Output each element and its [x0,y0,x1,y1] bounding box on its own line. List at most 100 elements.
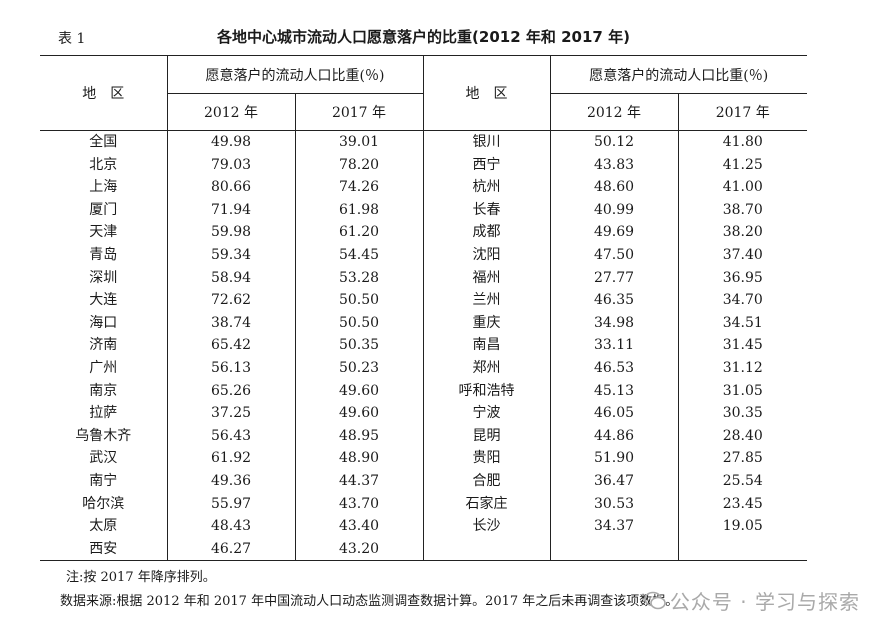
value-2017-cell: 50.35 [295,334,424,357]
table-number: 表 1 [58,31,86,47]
value-2012-cell: 47.50 [550,243,679,267]
value-2012-cell: 59.34 [167,243,296,267]
region-cell: 北京 [40,153,168,177]
value-2017-cell: 31.45 [722,337,763,354]
table-row: 全国 49.98 39.01 银川 50.12 41.80 [40,130,807,154]
watermark-text: 公众号 · 学习与探索 [669,590,860,614]
table-row: 天津 59.98 61.20 成都 49.69 38.20 [40,221,807,244]
value-2017-cell: 49.60 [295,379,424,403]
value-2017-cell: 48.90 [295,447,424,470]
region-header-left: 地 区 [40,55,168,131]
value-2012-cell: 34.98 [550,311,679,335]
wechat-icon [644,591,666,616]
table-row: 拉萨 37.25 49.60 宁波 46.05 30.35 [40,402,807,425]
value-2012-cell: 34.37 [550,515,679,538]
value-2012-cell: 43.83 [550,153,679,177]
table-row: 武汉 61.92 48.90 贵阳 51.90 27.85 [40,447,807,470]
region-cell: 青岛 [40,243,168,267]
value-2012-cell: 56.13 [167,356,296,380]
table-row: 青岛 59.34 54.45 沈阳 47.50 37.40 [40,243,807,267]
value-2017-cell [678,537,807,562]
value-2017-cell: 49.60 [295,402,424,425]
region-cell: 沈阳 [423,243,551,267]
value-2012-cell: 72.62 [167,289,296,312]
table-row: 北京 79.03 78.20 西宁 43.83 41.25 [40,153,807,177]
value-2017-cell: 39.01 [295,130,424,154]
value-2012-cell: 46.27 [167,537,296,562]
region-cell: 昆明 [423,424,551,448]
year-2012-header-left: 2012 年 [167,93,296,131]
table-notes: 注:按 2017 年降序排列。 数据来源:根据 2012 年和 2017 年中国… [60,566,678,614]
value-2017-cell: 61.98 [295,198,424,222]
value-2017-cell: 23.45 [722,495,763,512]
value-2017-cell: 31.05 [722,382,763,399]
region-cell: 呼和浩特 [423,379,551,403]
value-2012-cell: 46.05 [550,402,679,425]
region-header-right: 地 区 [423,55,551,131]
region-cell [423,537,551,562]
region-cell: 西宁 [423,153,551,177]
value-2012-cell: 55.97 [167,492,296,516]
value-2012-cell: 38.74 [167,311,296,335]
value-2017-cell: 30.35 [722,405,763,422]
value-2012-cell: 80.66 [167,176,296,199]
value-2012-cell: 65.26 [167,379,296,403]
region-cell: 广州 [40,356,168,380]
region-cell: 成都 [423,221,551,244]
region-cell: 重庆 [423,311,551,335]
value-2012-cell: 44.86 [550,424,679,448]
region-cell: 哈尔滨 [40,492,168,516]
value-2017-cell: 34.70 [722,292,763,309]
value-2012-cell: 36.47 [550,469,679,493]
value-2012-cell: 49.36 [167,469,296,493]
value-2017-cell: 43.70 [295,492,424,516]
region-cell: 宁波 [423,402,551,425]
value-2017-cell: 38.20 [722,224,763,241]
value-2017-cell: 78.20 [295,153,424,177]
note-text: 注:按 2017 年降序排列。 [66,570,216,585]
region-cell: 福州 [423,266,551,290]
region-cell: 济南 [40,334,168,357]
value-2017-cell: 43.40 [295,515,424,538]
value-2017-cell: 74.26 [295,176,424,199]
group-header-left: 愿意落户的流动人口比重(％) [167,55,424,94]
year-2017-header-left: 2017 年 [295,93,424,131]
value-2012-cell: 49.69 [550,221,679,244]
region-cell: 海口 [40,311,168,335]
region-cell: 天津 [40,221,168,244]
region-cell: 西安 [40,537,168,562]
table-body: 全国 49.98 39.01 银川 50.12 41.80 北京 79.03 78.20 西宁 43… [40,130,807,562]
value-2017-cell: 44.37 [295,469,424,493]
value-2017-cell: 41.00 [722,179,763,196]
value-2012-cell: 71.94 [167,198,296,222]
region-cell: 南宁 [40,469,168,493]
group-header-right: 愿意落户的流动人口比重(％) [550,55,807,94]
table-row: 海口 38.74 50.50 重庆 34.98 34.51 [40,311,807,335]
table-row: 厦门 71.94 61.98 长春 40.99 38.70 [40,198,807,222]
value-2017-cell: 34.51 [722,314,763,331]
region-cell: 杭州 [423,176,551,199]
value-2017-cell: 37.40 [722,246,763,263]
region-cell: 郑州 [423,356,551,380]
year-2017-header-right: 2017 年 [678,93,807,131]
region-cell: 南昌 [423,334,551,357]
region-cell: 深圳 [40,266,168,290]
value-2017-cell: 28.40 [722,427,763,444]
value-2017-cell: 53.28 [295,266,424,290]
table-row: 上海 80.66 74.26 杭州 48.60 41.00 [40,176,807,199]
value-2012-cell: 79.03 [167,153,296,177]
value-2012-cell: 45.13 [550,379,679,403]
value-2012-cell: 48.43 [167,515,296,538]
value-2017-cell: 50.50 [295,311,424,335]
watermark: 公众号 · 学习与探索 [644,586,860,616]
value-2012-cell: 27.77 [550,266,679,290]
region-cell: 长春 [423,198,551,222]
value-2012-cell: 61.92 [167,447,296,470]
value-2012-cell: 49.98 [167,130,296,154]
value-2012-cell: 59.98 [167,221,296,244]
value-2017-cell: 25.54 [722,472,763,489]
region-cell: 南京 [40,379,168,403]
table-row: 乌鲁木齐 56.43 48.95 昆明 44.86 28.40 [40,424,807,448]
value-2017-cell: 50.23 [295,356,424,380]
region-cell: 厦门 [40,198,168,222]
